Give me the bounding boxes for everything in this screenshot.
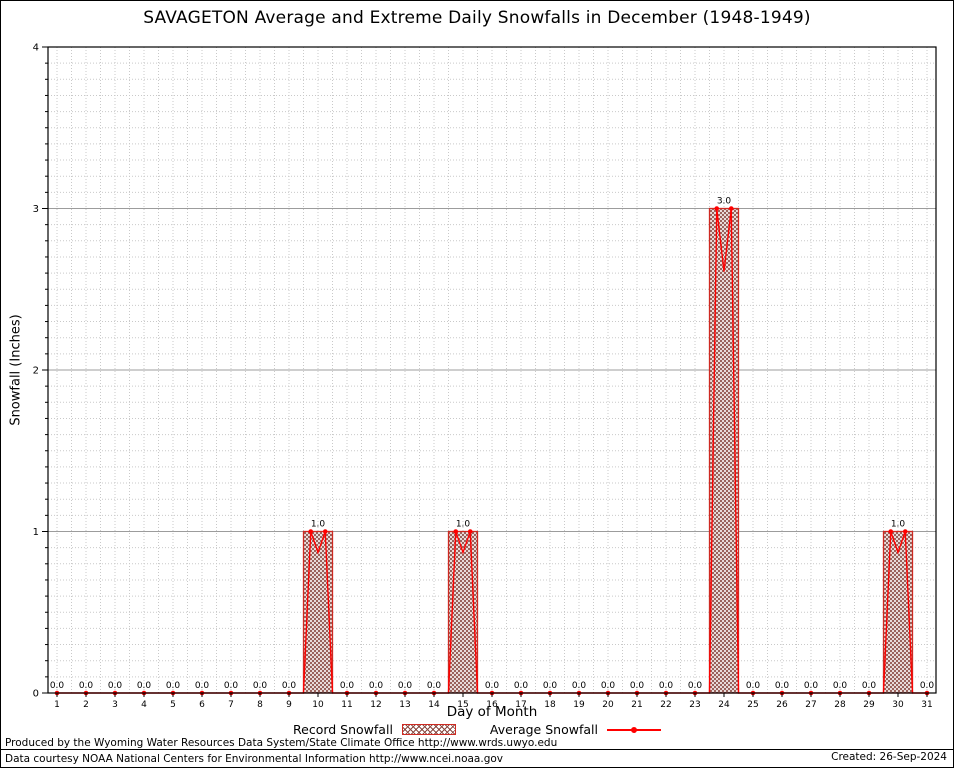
svg-text:0.0: 0.0 <box>804 681 819 691</box>
legend-label-record: Record Snowfall <box>293 722 393 737</box>
svg-text:0.0: 0.0 <box>195 681 210 691</box>
svg-text:12: 12 <box>370 700 381 710</box>
svg-text:0: 0 <box>33 689 39 700</box>
svg-text:22: 22 <box>660 700 671 710</box>
svg-text:11: 11 <box>341 700 352 710</box>
svg-text:26: 26 <box>776 700 788 710</box>
svg-text:3: 3 <box>33 204 39 215</box>
svg-text:16: 16 <box>486 700 498 710</box>
svg-text:8: 8 <box>257 700 263 710</box>
svg-text:0.0: 0.0 <box>659 681 674 691</box>
svg-text:1: 1 <box>54 700 60 710</box>
svg-text:5: 5 <box>170 700 176 710</box>
svg-text:4: 4 <box>33 43 39 54</box>
svg-text:0.0: 0.0 <box>398 681 413 691</box>
svg-text:0.0: 0.0 <box>137 681 152 691</box>
svg-text:0.0: 0.0 <box>833 681 848 691</box>
svg-text:31: 31 <box>921 700 932 710</box>
chart-title: SAVAGETON Average and Extreme Daily Snow… <box>143 8 811 28</box>
svg-text:25: 25 <box>747 700 758 710</box>
footer-divider <box>1 749 953 750</box>
svg-text:0.0: 0.0 <box>775 681 790 691</box>
svg-text:1: 1 <box>33 527 39 538</box>
svg-text:14: 14 <box>428 700 440 710</box>
svg-text:28: 28 <box>834 700 846 710</box>
attribution-noaa: Data courtesy NOAA National Centers for … <box>5 753 504 765</box>
svg-text:4: 4 <box>141 700 147 710</box>
svg-text:0.0: 0.0 <box>224 681 239 691</box>
svg-text:3.0: 3.0 <box>717 197 732 207</box>
record-snowfall-swatch <box>401 724 456 735</box>
svg-text:2: 2 <box>33 366 39 377</box>
svg-text:0.0: 0.0 <box>166 681 181 691</box>
svg-text:27: 27 <box>805 700 816 710</box>
svg-text:9: 9 <box>286 700 292 710</box>
svg-text:0.0: 0.0 <box>630 681 645 691</box>
svg-text:0.0: 0.0 <box>485 681 500 691</box>
svg-text:3: 3 <box>112 700 118 710</box>
svg-text:0.0: 0.0 <box>253 681 268 691</box>
svg-text:6: 6 <box>199 700 205 710</box>
svg-text:18: 18 <box>544 700 556 710</box>
svg-text:17: 17 <box>515 700 526 710</box>
svg-text:20: 20 <box>602 700 614 710</box>
legend: Record Snowfall Average Snowfall <box>1 722 953 737</box>
y-axis-label: Snowfall (Inches) <box>8 314 24 426</box>
svg-text:1.0: 1.0 <box>311 520 326 530</box>
svg-text:0.0: 0.0 <box>746 681 761 691</box>
svg-text:0.0: 0.0 <box>514 681 529 691</box>
svg-text:13: 13 <box>399 700 410 710</box>
svg-text:0.0: 0.0 <box>369 681 384 691</box>
average-snowfall-swatch <box>606 726 661 733</box>
svg-text:21: 21 <box>631 700 642 710</box>
line-marker-dot <box>630 726 637 733</box>
svg-text:1.0: 1.0 <box>456 520 471 530</box>
svg-text:0.0: 0.0 <box>688 681 703 691</box>
svg-text:19: 19 <box>573 700 585 710</box>
svg-text:0.0: 0.0 <box>601 681 616 691</box>
svg-text:0.0: 0.0 <box>862 681 877 691</box>
svg-text:2: 2 <box>83 700 89 710</box>
created-date: Created: 26-Sep-2024 <box>831 751 947 763</box>
svg-text:0.0: 0.0 <box>50 681 65 691</box>
svg-text:23: 23 <box>689 700 700 710</box>
svg-text:0.0: 0.0 <box>920 681 935 691</box>
svg-text:24: 24 <box>718 700 730 710</box>
svg-text:1.0: 1.0 <box>891 520 906 530</box>
svg-text:0.0: 0.0 <box>340 681 355 691</box>
svg-text:10: 10 <box>312 700 324 710</box>
svg-text:0.0: 0.0 <box>108 681 123 691</box>
attribution-wrds: Produced by the Wyoming Water Resources … <box>5 737 558 749</box>
legend-label-average: Average Snowfall <box>489 722 598 737</box>
x-axis-label: Day of Month <box>446 704 538 720</box>
svg-text:0.0: 0.0 <box>572 681 587 691</box>
svg-text:30: 30 <box>892 700 904 710</box>
svg-text:0.0: 0.0 <box>79 681 94 691</box>
svg-text:0.0: 0.0 <box>282 681 297 691</box>
svg-text:29: 29 <box>863 700 875 710</box>
svg-text:7: 7 <box>228 700 234 710</box>
svg-text:0.0: 0.0 <box>543 681 558 691</box>
svg-text:0.0: 0.0 <box>427 681 442 691</box>
svg-text:15: 15 <box>457 700 468 710</box>
